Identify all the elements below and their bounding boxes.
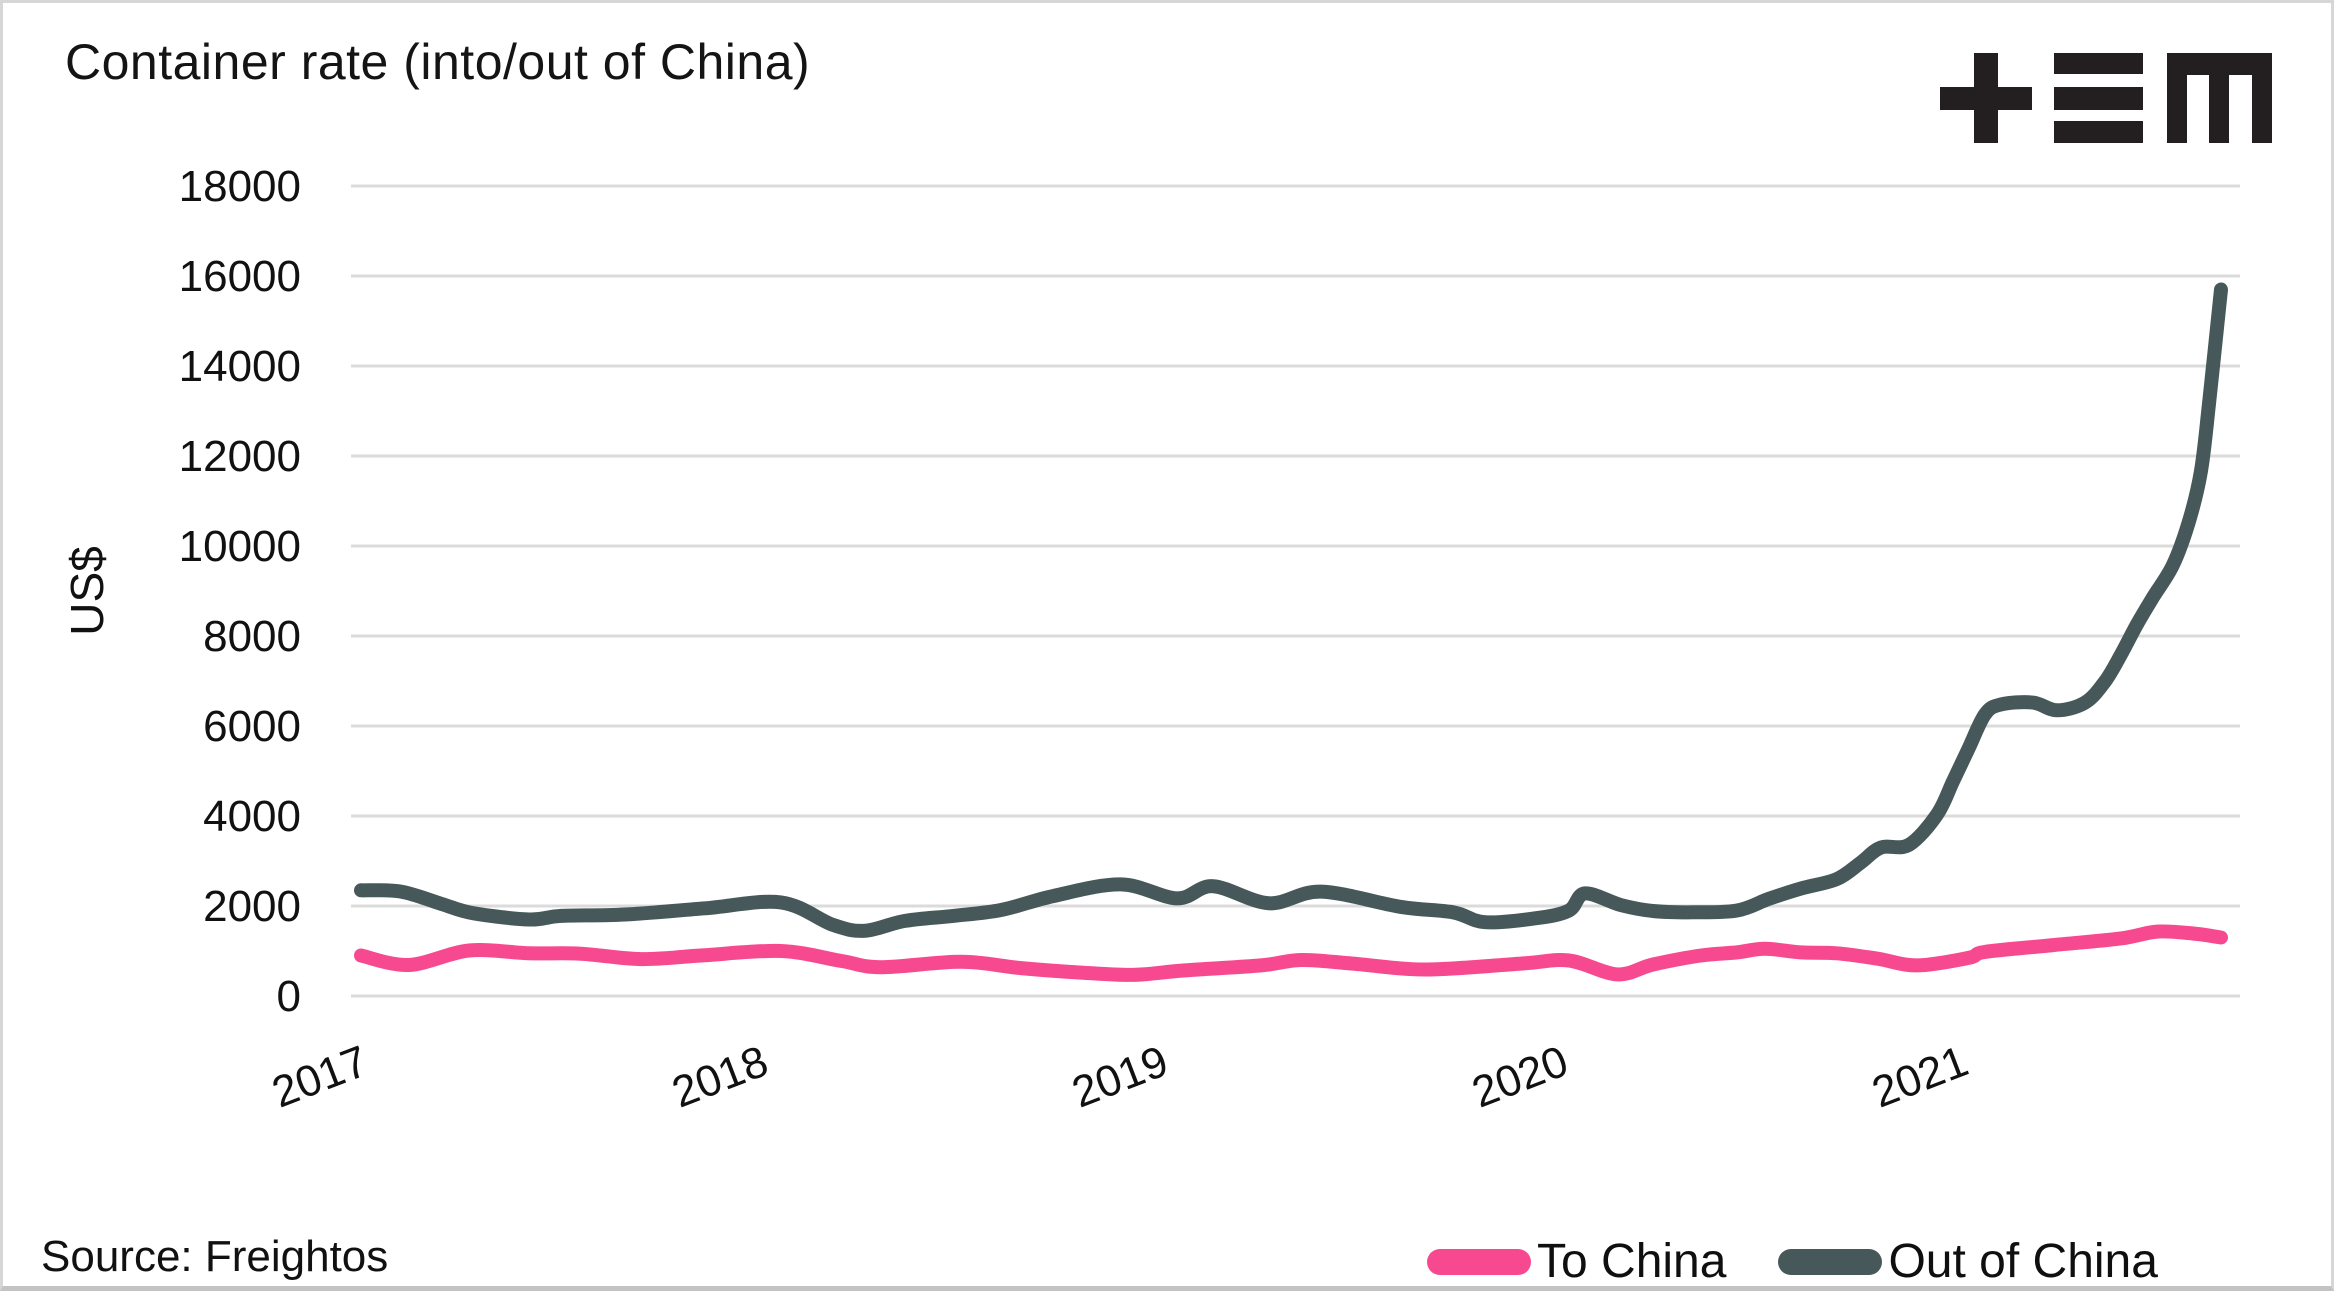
y-tick-label: 2000 — [203, 882, 301, 931]
equals-icon — [2054, 53, 2143, 143]
y-tick-label: 14000 — [179, 342, 301, 391]
legend: To China Out of China — [1427, 1233, 2158, 1288]
x-tick-label: 2017 — [266, 1037, 375, 1118]
y-tick-label: 10000 — [179, 522, 301, 571]
series-line-to-china — [354, 924, 2228, 982]
plus-icon — [1940, 53, 2032, 143]
legend-label-to-china: To China — [1537, 1235, 1727, 1288]
y-axis-title: US$ — [61, 546, 113, 635]
y-tick-label: 0 — [277, 972, 301, 1021]
brand-logo — [1940, 53, 2272, 143]
out-of-china-line-swatch — [1778, 1249, 1883, 1275]
x-tick-label: 2018 — [666, 1037, 775, 1118]
legend-item-out-of-china: Out of China — [1778, 1233, 2158, 1288]
y-tick-label: 8000 — [203, 612, 301, 661]
y-tick-label: 12000 — [179, 432, 301, 481]
page-title: Container rate (into/out of China) — [65, 34, 811, 90]
m-icon — [2167, 53, 2272, 143]
y-tick-label: 6000 — [203, 702, 301, 751]
y-tick-label: 18000 — [179, 162, 301, 211]
legend-label-out-of-china: Out of China — [1888, 1235, 2158, 1288]
x-tick-label: 2019 — [1066, 1037, 1175, 1118]
line-chart: 0 2000 4000 6000 8000 10000 12000 14000 16000 180… — [61, 162, 2240, 1118]
series-line-out-of-china — [354, 282, 2228, 938]
to-china-line-swatch — [1427, 1249, 1531, 1275]
legend-item-to-china: To China — [1427, 1233, 1727, 1288]
y-tick-label: 16000 — [179, 252, 301, 301]
source-note: Source: Freightos — [41, 1232, 389, 1281]
x-tick-label: 2021 — [1866, 1037, 1975, 1118]
x-tick-label: 2020 — [1466, 1037, 1575, 1118]
y-tick-label: 4000 — [203, 792, 301, 841]
